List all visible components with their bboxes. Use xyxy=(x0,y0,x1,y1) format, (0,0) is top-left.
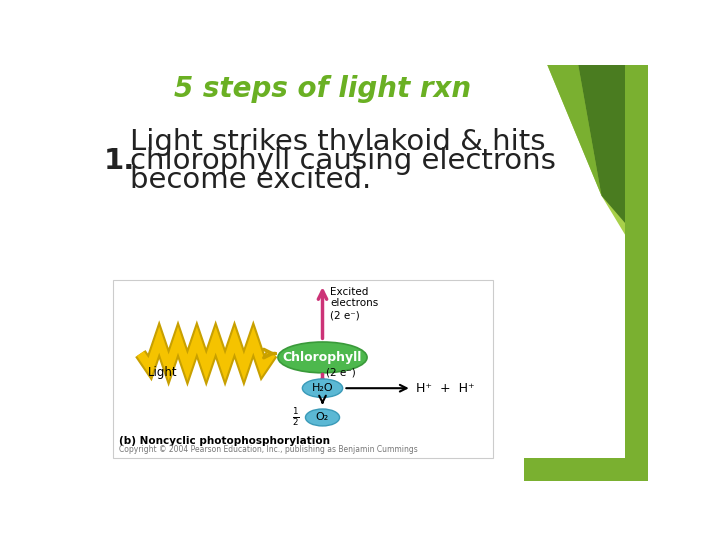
Ellipse shape xyxy=(278,342,367,373)
Text: (2 e⁻): (2 e⁻) xyxy=(326,368,356,378)
Text: chlorophyll causing electrons: chlorophyll causing electrons xyxy=(130,147,556,175)
Polygon shape xyxy=(524,457,648,481)
Ellipse shape xyxy=(302,379,343,397)
Text: H₂O: H₂O xyxy=(312,383,333,393)
FancyBboxPatch shape xyxy=(113,280,493,457)
Text: Light strikes thylakoid & hits: Light strikes thylakoid & hits xyxy=(130,128,546,156)
Ellipse shape xyxy=(305,409,340,426)
Polygon shape xyxy=(578,65,648,249)
Text: O₂: O₂ xyxy=(316,413,329,422)
Text: Excited
electrons
(2 e⁻): Excited electrons (2 e⁻) xyxy=(330,287,379,320)
Text: become excited.: become excited. xyxy=(130,166,372,194)
Text: $\frac{1}{2}$: $\frac{1}{2}$ xyxy=(292,407,299,428)
Polygon shape xyxy=(547,65,648,273)
Text: 5 steps of light rxn: 5 steps of light rxn xyxy=(174,76,471,104)
Text: (b) Noncyclic photophosphorylation: (b) Noncyclic photophosphorylation xyxy=(120,436,330,446)
Polygon shape xyxy=(625,65,648,481)
Polygon shape xyxy=(532,65,601,195)
Text: Copyright © 2004 Pearson Education, Inc., publishing as Benjamin Cummings: Copyright © 2004 Pearson Education, Inc.… xyxy=(120,446,418,454)
Text: 1.: 1. xyxy=(104,147,135,175)
Text: Light: Light xyxy=(148,366,178,379)
Text: Chlorophyll: Chlorophyll xyxy=(283,351,362,364)
Text: H⁺  +  H⁺: H⁺ + H⁺ xyxy=(415,382,474,395)
